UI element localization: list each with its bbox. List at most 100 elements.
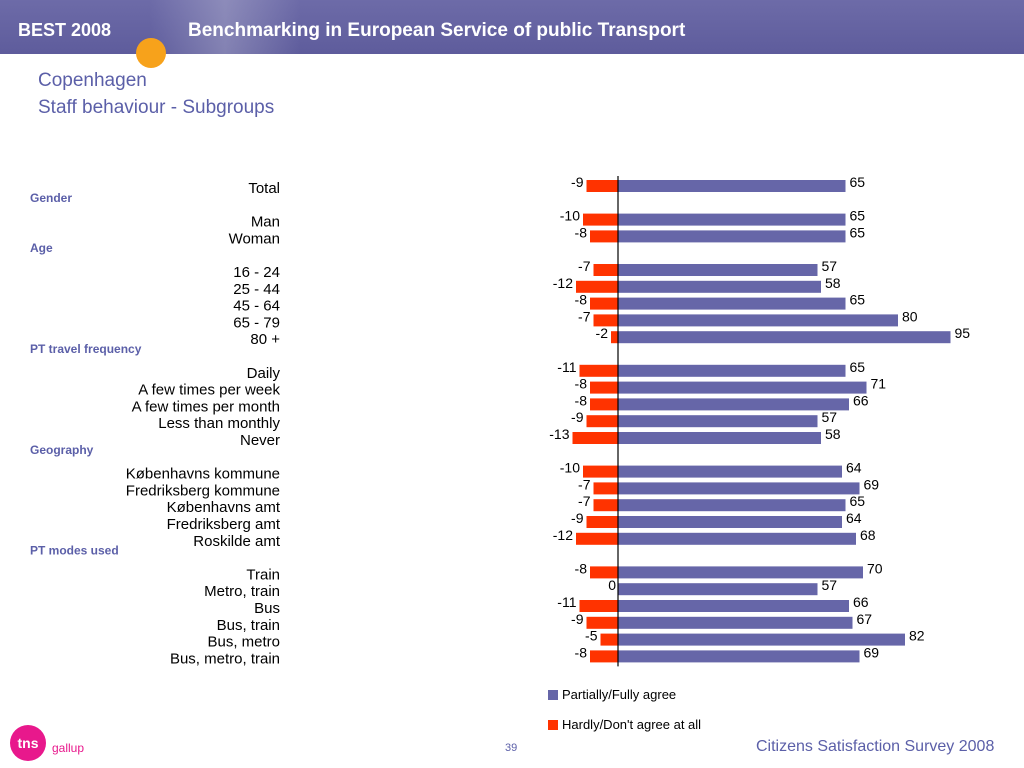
legend-item-disagree: Hardly/Don't agree at all (548, 717, 701, 732)
disagree-bar (586, 616, 618, 629)
disagree-bar (600, 633, 618, 646)
row-label: Man (251, 214, 280, 231)
disagree-bar (586, 180, 618, 192)
agree-value-label: 58 (825, 275, 841, 291)
disagree-value-label: -7 (578, 308, 591, 324)
agree-value-label: 71 (871, 376, 887, 392)
header-title: Benchmarking in European Service of publ… (188, 20, 686, 41)
agree-value-label: 65 (850, 224, 866, 240)
row-label: Total (248, 180, 280, 197)
agree-value-label: 70 (867, 560, 883, 576)
agree-bar (618, 381, 867, 394)
legend-swatch-disagree (548, 720, 558, 730)
agree-bar (618, 616, 853, 629)
row-label: 25 - 44 (233, 281, 280, 298)
row-label: Never (240, 432, 280, 449)
agree-bar (618, 499, 846, 512)
disagree-bar (593, 264, 618, 276)
gallup-label: gallup (52, 741, 85, 755)
disagree-value-label: -5 (585, 628, 598, 644)
legend-swatch-agree (548, 690, 558, 700)
agree-bar (618, 213, 846, 226)
disagree-value-label: -13 (549, 426, 569, 442)
agree-value-label: 57 (822, 409, 838, 425)
row-label: Fredriksberg kommune (126, 482, 280, 499)
page-number: 39 (505, 742, 518, 754)
row-label: A few times per month (132, 398, 280, 415)
agree-value-label: 69 (864, 476, 880, 492)
agree-value-label: 65 (850, 292, 866, 308)
agree-value-label: 57 (822, 258, 838, 274)
agree-value-label: 65 (850, 493, 866, 509)
group-label: PT modes used (30, 544, 119, 558)
row-label: Train (246, 566, 280, 583)
agree-value-label: 65 (850, 208, 866, 224)
disagree-bar (586, 415, 618, 428)
agree-bar (618, 314, 898, 327)
group-label: Geography (30, 443, 94, 457)
disagree-value-label: -2 (596, 325, 609, 341)
disagree-value-label: -10 (560, 208, 580, 224)
disagree-bar (572, 432, 618, 444)
disagree-bar (590, 230, 618, 243)
disagree-bar (611, 331, 618, 344)
agree-bar (618, 516, 842, 528)
agree-value-label: 66 (853, 594, 869, 610)
survey-name: Citizens Satisfaction Survey 2008 (756, 738, 995, 755)
group-label: Gender (30, 191, 72, 205)
disagree-value-label: -8 (575, 392, 588, 408)
disagree-bar (593, 499, 618, 512)
agree-value-label: 64 (846, 510, 862, 526)
disagree-value-label: -9 (571, 510, 584, 526)
disagree-value-label: -7 (578, 258, 591, 274)
disagree-value-label: -8 (575, 644, 588, 660)
disagree-value-label: -11 (557, 359, 576, 375)
row-label: Bus, metro (207, 634, 280, 651)
tns-logo: tns (10, 725, 46, 761)
agree-bar (618, 600, 849, 612)
agree-bar (618, 264, 818, 276)
agree-value-label: 57 (822, 577, 838, 593)
agree-bar (618, 230, 846, 243)
row-label: Less than monthly (158, 415, 280, 432)
agree-bar (618, 331, 951, 344)
agree-value-label: 95 (955, 325, 971, 341)
agree-bar (618, 482, 860, 495)
agree-value-label: 82 (909, 628, 925, 644)
agree-bar (618, 566, 863, 579)
disagree-value-label: -8 (575, 292, 588, 308)
disagree-value-label: -7 (578, 493, 591, 509)
page-subtitle: Staff behaviour - Subgroups (38, 97, 275, 118)
row-label: 65 - 79 (233, 314, 280, 331)
disagree-bar (593, 482, 618, 495)
disagree-value-label: -9 (571, 409, 584, 425)
row-label: Københavns amt (167, 499, 281, 516)
agree-value-label: 58 (825, 426, 841, 442)
brand-label: BEST 2008 (18, 20, 112, 40)
row-label: Bus, train (217, 617, 280, 634)
agree-value-label: 80 (902, 308, 918, 324)
agree-value-label: 68 (860, 527, 876, 543)
diverging-bar-chart: Total -9 65 Gender Man -10 65 Woman -8 65 Age 16 - … (30, 174, 971, 667)
disagree-value-label: -12 (553, 527, 573, 543)
agree-bar (618, 650, 860, 663)
disagree-bar (579, 364, 618, 377)
disagree-value-label: -8 (575, 376, 588, 392)
disagree-bar (590, 398, 618, 411)
disagree-bar (590, 381, 618, 394)
header-photo (150, 0, 300, 54)
row-label: Bus (254, 600, 280, 617)
disagree-bar (576, 280, 618, 293)
row-label: 80 + (250, 331, 280, 348)
row-label: Københavns kommune (126, 466, 280, 483)
agree-bar (618, 432, 821, 444)
disagree-value-label: -9 (571, 174, 584, 190)
agree-bar (618, 280, 821, 293)
row-label: 45 - 64 (233, 298, 280, 315)
legend-item-agree: Partially/Fully agree (548, 687, 676, 702)
disagree-bar (583, 213, 618, 226)
agree-bar (618, 465, 842, 478)
agree-value-label: 64 (846, 460, 862, 476)
disagree-bar (590, 650, 618, 663)
row-label: Woman (229, 230, 280, 247)
